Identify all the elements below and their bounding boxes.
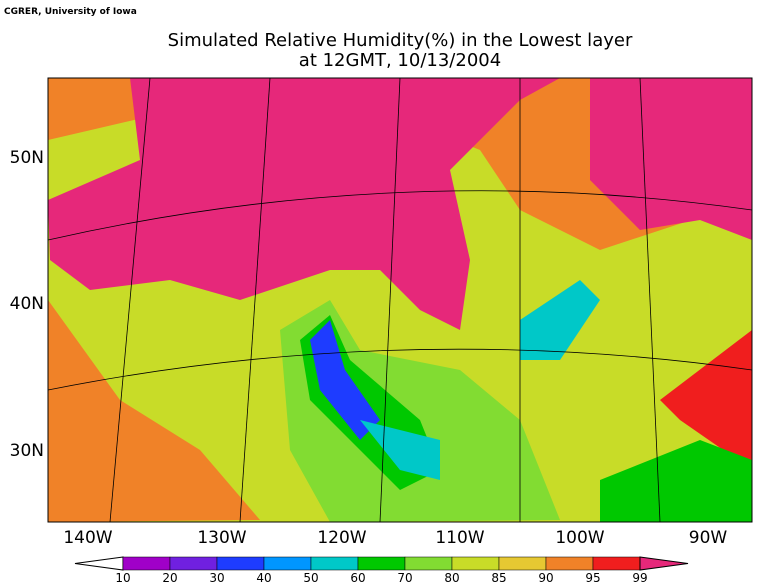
colorbar-segment	[545, 556, 594, 571]
lon-label: 130W	[197, 528, 246, 548]
colorbar-under	[74, 556, 124, 571]
lon-label: 140W	[63, 528, 112, 548]
credit: CGRER, University of Iowa	[4, 7, 137, 17]
colorbar: 10 20 30 40 50 60 70 80 85 90 95 99	[74, 556, 689, 585]
map	[48, 78, 752, 522]
colorbar-label: 90	[538, 571, 553, 585]
lat-label: 40N	[10, 294, 44, 314]
colorbar-label: 99	[632, 571, 647, 585]
lat-label: 30N	[10, 441, 44, 461]
colorbar-segment	[451, 556, 500, 571]
colorbar-segment	[310, 556, 359, 571]
colorbar-label: 80	[444, 571, 459, 585]
colorbar-label: 85	[491, 571, 506, 585]
colorbar-segment	[169, 556, 218, 571]
colorbar-label: 95	[585, 571, 600, 585]
colorbar-over	[639, 556, 689, 571]
colorbar-segment	[498, 556, 547, 571]
colorbar-label: 60	[350, 571, 365, 585]
colorbar-segment	[263, 556, 312, 571]
colorbar-segment	[357, 556, 406, 571]
colorbar-segment	[216, 556, 265, 571]
lon-label: 90W	[689, 528, 728, 548]
colorbar-label: 10	[115, 571, 130, 585]
colorbar-label: 40	[256, 571, 271, 585]
lon-label: 120W	[317, 528, 366, 548]
colorbar-label: 20	[162, 571, 177, 585]
colorbar-label: 30	[209, 571, 224, 585]
colorbar-segment	[592, 556, 641, 571]
colorbar-label: 70	[397, 571, 412, 585]
title: Simulated Relative Humidity(%) in the Lo…	[168, 30, 633, 51]
colorbar-label: 50	[303, 571, 318, 585]
colorbar-segment	[122, 556, 171, 571]
subtitle: at 12GMT, 10/13/2004	[299, 50, 501, 71]
colorbar-segment	[404, 556, 453, 571]
map-frame	[47, 77, 753, 523]
lon-label: 110W	[435, 528, 484, 548]
lon-label: 100W	[555, 528, 604, 548]
lat-label: 50N	[10, 148, 44, 168]
